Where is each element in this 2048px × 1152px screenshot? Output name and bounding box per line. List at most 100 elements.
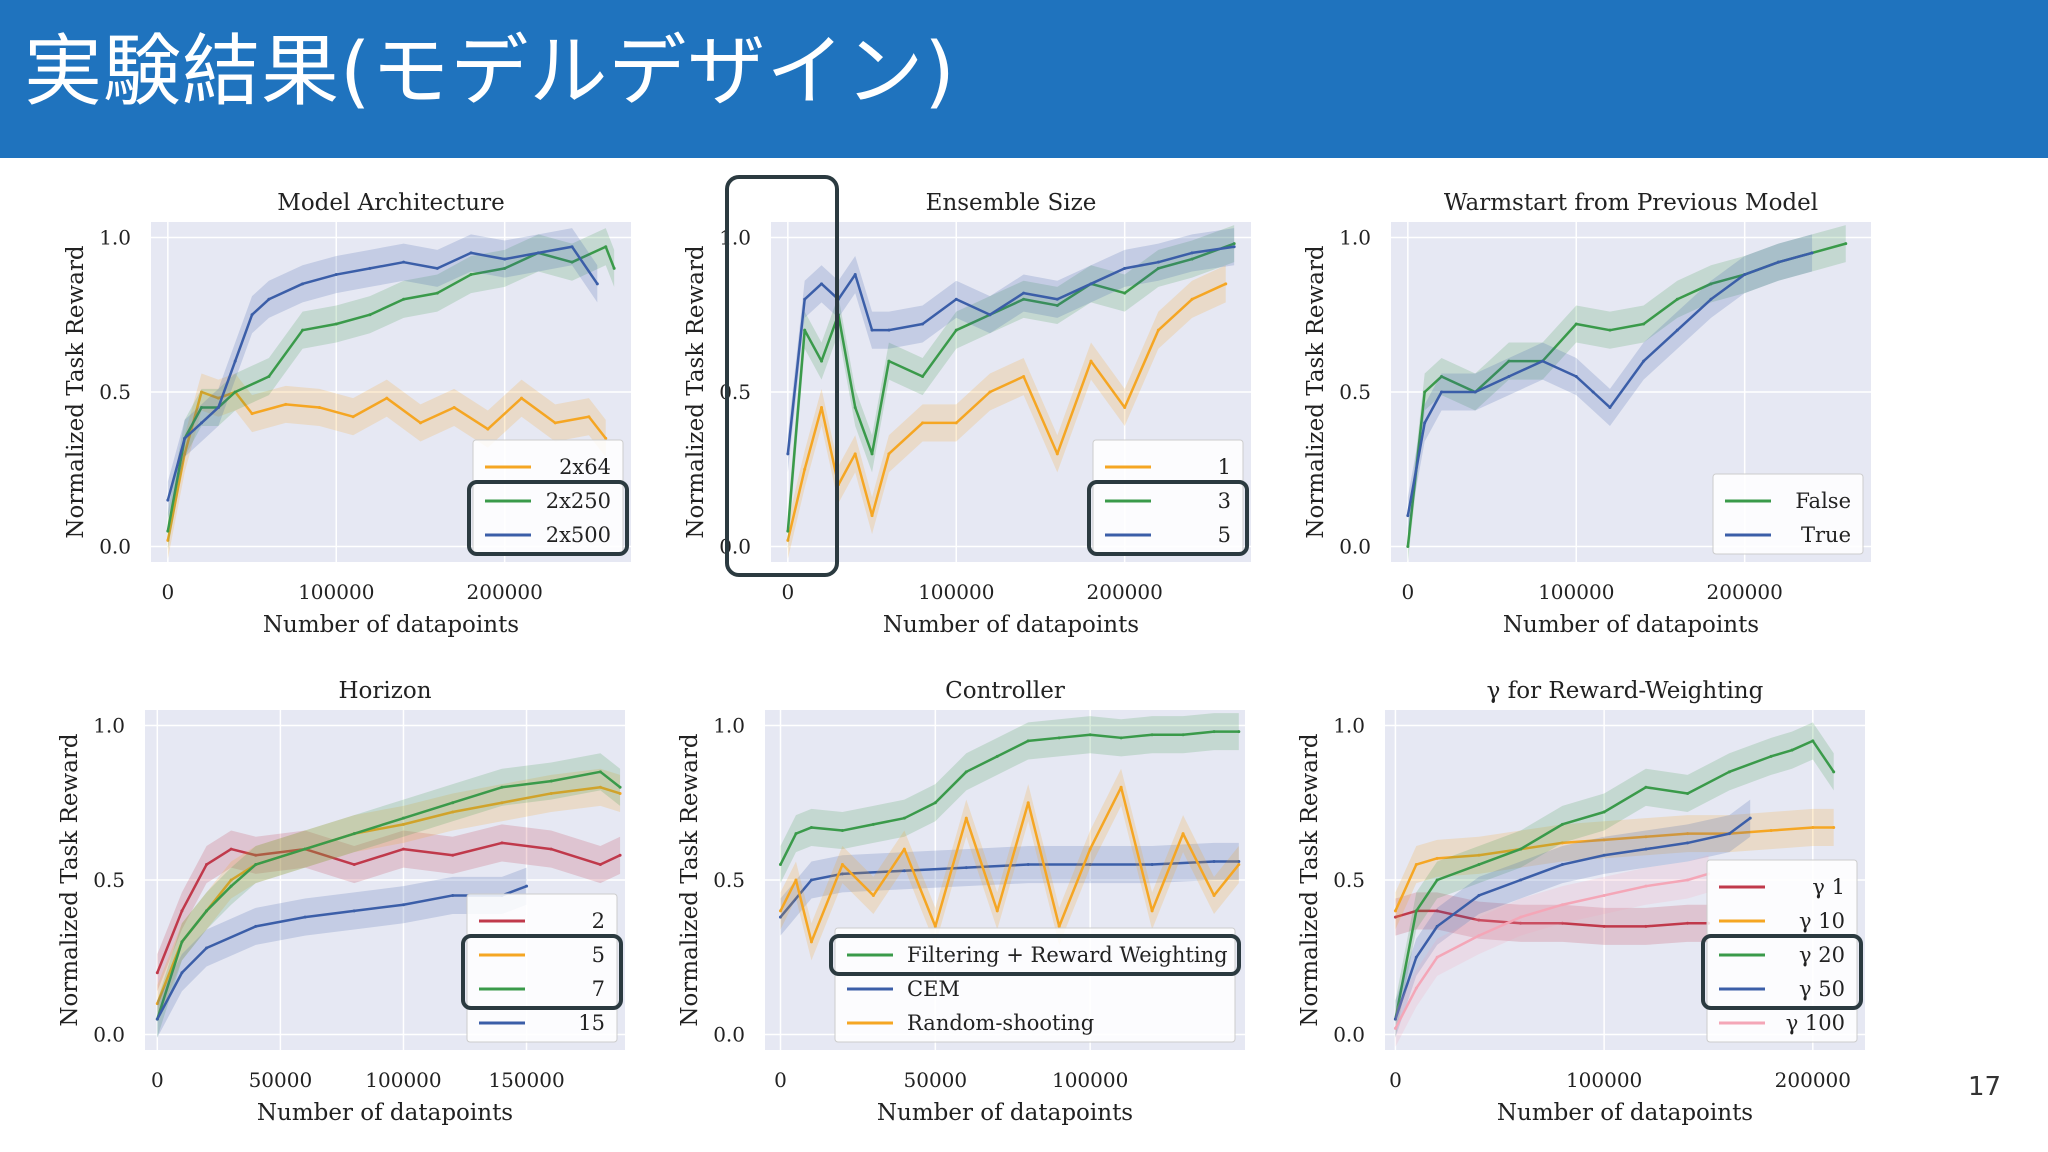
data-point [1423, 421, 1427, 425]
data-point [180, 909, 184, 913]
title-banner: 実験結果(モデルデザイン) [0, 0, 2048, 158]
data-point [1089, 359, 1093, 363]
data-point [618, 785, 622, 789]
page-number: 17 [1968, 1072, 2002, 1102]
data-point [809, 825, 813, 829]
data-point [1477, 893, 1481, 897]
y-tick-label: 0.0 [719, 535, 751, 559]
data-point [1560, 841, 1564, 845]
data-point [233, 359, 237, 363]
data-point [902, 869, 906, 873]
data-point [570, 245, 574, 249]
y-tick-label: 0.5 [1333, 868, 1365, 892]
x-tick-label: 0 [774, 1068, 787, 1092]
y-tick-label: 1.0 [719, 225, 751, 249]
data-point [1406, 545, 1410, 549]
data-point [988, 390, 992, 394]
x-axis-label: Number of datapoints [257, 1100, 513, 1126]
data-point [870, 328, 874, 332]
legend-label: γ 20 [1799, 943, 1845, 967]
data-point [870, 514, 874, 518]
data-point [334, 273, 338, 277]
data-point [402, 297, 406, 301]
data-point [1473, 390, 1477, 394]
data-point [871, 822, 875, 826]
legend-label: 7 [592, 977, 605, 1001]
data-point [809, 940, 813, 944]
data-point [1237, 859, 1241, 863]
data-point [1232, 245, 1236, 249]
data-point [402, 260, 406, 264]
x-tick-label: 0 [151, 1068, 164, 1092]
data-point [503, 266, 507, 270]
data-point [778, 863, 782, 867]
data-point [1156, 260, 1160, 264]
data-point [778, 909, 782, 913]
data-point [205, 863, 209, 867]
data-point [1057, 924, 1061, 928]
data-point [1190, 251, 1194, 255]
data-point [216, 396, 220, 400]
data-point [250, 412, 254, 416]
series-line [1394, 739, 1835, 1020]
data-point [1602, 838, 1606, 842]
data-point [786, 452, 790, 456]
data-point [803, 328, 807, 332]
y-axis-label: Normalized Task Reward [63, 245, 89, 539]
data-point [229, 878, 233, 882]
data-point [820, 405, 824, 409]
data-point [1393, 1017, 1397, 1021]
legend-label: Filtering + Reward Weighting [907, 943, 1228, 967]
data-point [250, 313, 254, 317]
highlight-box [461, 934, 623, 1010]
data-point [180, 971, 184, 975]
data-point [1212, 730, 1216, 734]
series-band [1395, 799, 1751, 1038]
data-point [1644, 884, 1648, 888]
data-point [1519, 921, 1523, 925]
data-point [1727, 832, 1731, 836]
x-tick-label: 0 [1389, 1068, 1402, 1092]
series-band [167, 228, 598, 519]
data-point [853, 405, 857, 409]
data-point [1440, 390, 1444, 394]
highlight-box [1087, 480, 1249, 556]
x-tick-label: 200000 [1087, 580, 1163, 604]
y-axis-label: Normalized Task Reward [57, 733, 83, 1027]
data-point [1435, 955, 1439, 959]
data-point [486, 427, 490, 431]
series-line [779, 860, 1239, 918]
data-point [452, 405, 456, 409]
legend-label: 5 [592, 943, 605, 967]
data-point [1727, 770, 1731, 774]
data-point [200, 421, 204, 425]
data-point [1686, 878, 1690, 882]
data-point [853, 273, 857, 277]
data-point [1423, 390, 1427, 394]
data-point [549, 847, 553, 851]
data-point [921, 421, 925, 425]
data-point [598, 863, 602, 867]
data-point [183, 436, 187, 440]
y-tick-label: 0.0 [93, 1023, 125, 1047]
data-point [1237, 863, 1241, 867]
data-point [1123, 266, 1127, 270]
data-point [954, 421, 958, 425]
data-point [570, 260, 574, 264]
data-point [1089, 282, 1093, 286]
data-point [500, 801, 504, 805]
data-point [1748, 816, 1752, 820]
data-point [1123, 291, 1127, 295]
legend: γ 1 γ 10 γ 20 γ 50 γ 100 [1706, 859, 1858, 1043]
data-point [840, 872, 844, 876]
series-band [157, 768, 621, 1023]
data-point [1776, 260, 1780, 264]
data-point [1574, 375, 1578, 379]
data-point [254, 853, 258, 857]
data-point [1026, 801, 1030, 805]
data-point [1119, 736, 1123, 740]
data-point [549, 779, 553, 783]
data-point [1811, 825, 1815, 829]
data-point [1642, 322, 1646, 326]
